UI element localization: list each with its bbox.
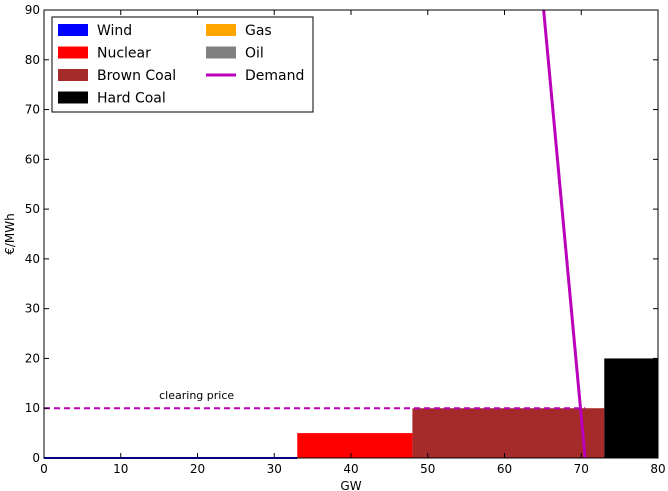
legend-swatch-gas	[206, 24, 236, 36]
legend-label-demand: Demand	[245, 68, 304, 84]
y-tick-label: 0	[32, 451, 40, 465]
y-tick-label: 70	[25, 103, 40, 117]
legend-frame	[51, 16, 314, 113]
y-tick-label: 90	[25, 3, 40, 17]
y-tick-label: 30	[25, 302, 40, 316]
legend-label-gas: Gas	[245, 23, 272, 39]
x-tick-label: 60	[497, 462, 512, 476]
y-tick-label: 50	[25, 202, 40, 216]
y-tick-label: 20	[25, 351, 40, 365]
legend-swatch-oil	[206, 46, 236, 59]
bar-hard-coal	[604, 358, 658, 458]
bar-nuclear	[297, 433, 413, 458]
y-tick-label: 40	[25, 252, 40, 266]
y-tick-label: 80	[25, 53, 40, 67]
legend-swatch-brown-coal	[58, 69, 88, 81]
x-tick-label: 40	[343, 462, 358, 476]
axes: 0 10 20 30 40 50 60 70 80 0 10 20 30 40 50 60 70 80 90	[25, 3, 666, 476]
legend-swatch-hard-coal	[58, 91, 88, 104]
legend-label-nuclear: Nuclear	[97, 46, 151, 62]
x-tick-label: 20	[190, 462, 205, 476]
x-tick-label: 10	[113, 462, 128, 476]
plot-area	[44, 9, 658, 459]
x-tick-label: 80	[650, 462, 665, 476]
x-tick-label: 50	[420, 462, 435, 476]
x-tick-label: 30	[267, 462, 282, 476]
y-tick-label: 60	[25, 152, 40, 166]
legend-label-wind: Wind	[97, 23, 132, 39]
y-axis-label: €/MWh	[3, 213, 17, 255]
x-tick-label: 70	[574, 462, 589, 476]
x-tick-label: 0	[40, 462, 48, 476]
legend: Wind Nuclear Brown Coal Hard Coal Gas Oil Dema…	[51, 16, 314, 113]
legend-label-hard-coal: Hard Coal	[97, 91, 166, 107]
legend-label-oil: Oil	[245, 46, 264, 62]
legend-label-brown-coal: Brown Coal	[97, 68, 176, 84]
x-axis-label: GW	[340, 479, 361, 491]
legend-swatch-wind	[58, 24, 88, 36]
bar-brown-coal	[412, 408, 605, 458]
clearing-price-annotation: clearing price	[159, 389, 234, 402]
demand-curve	[542, 9, 587, 459]
y-tick-label: 10	[25, 401, 40, 415]
legend-swatch-nuclear	[58, 46, 88, 59]
